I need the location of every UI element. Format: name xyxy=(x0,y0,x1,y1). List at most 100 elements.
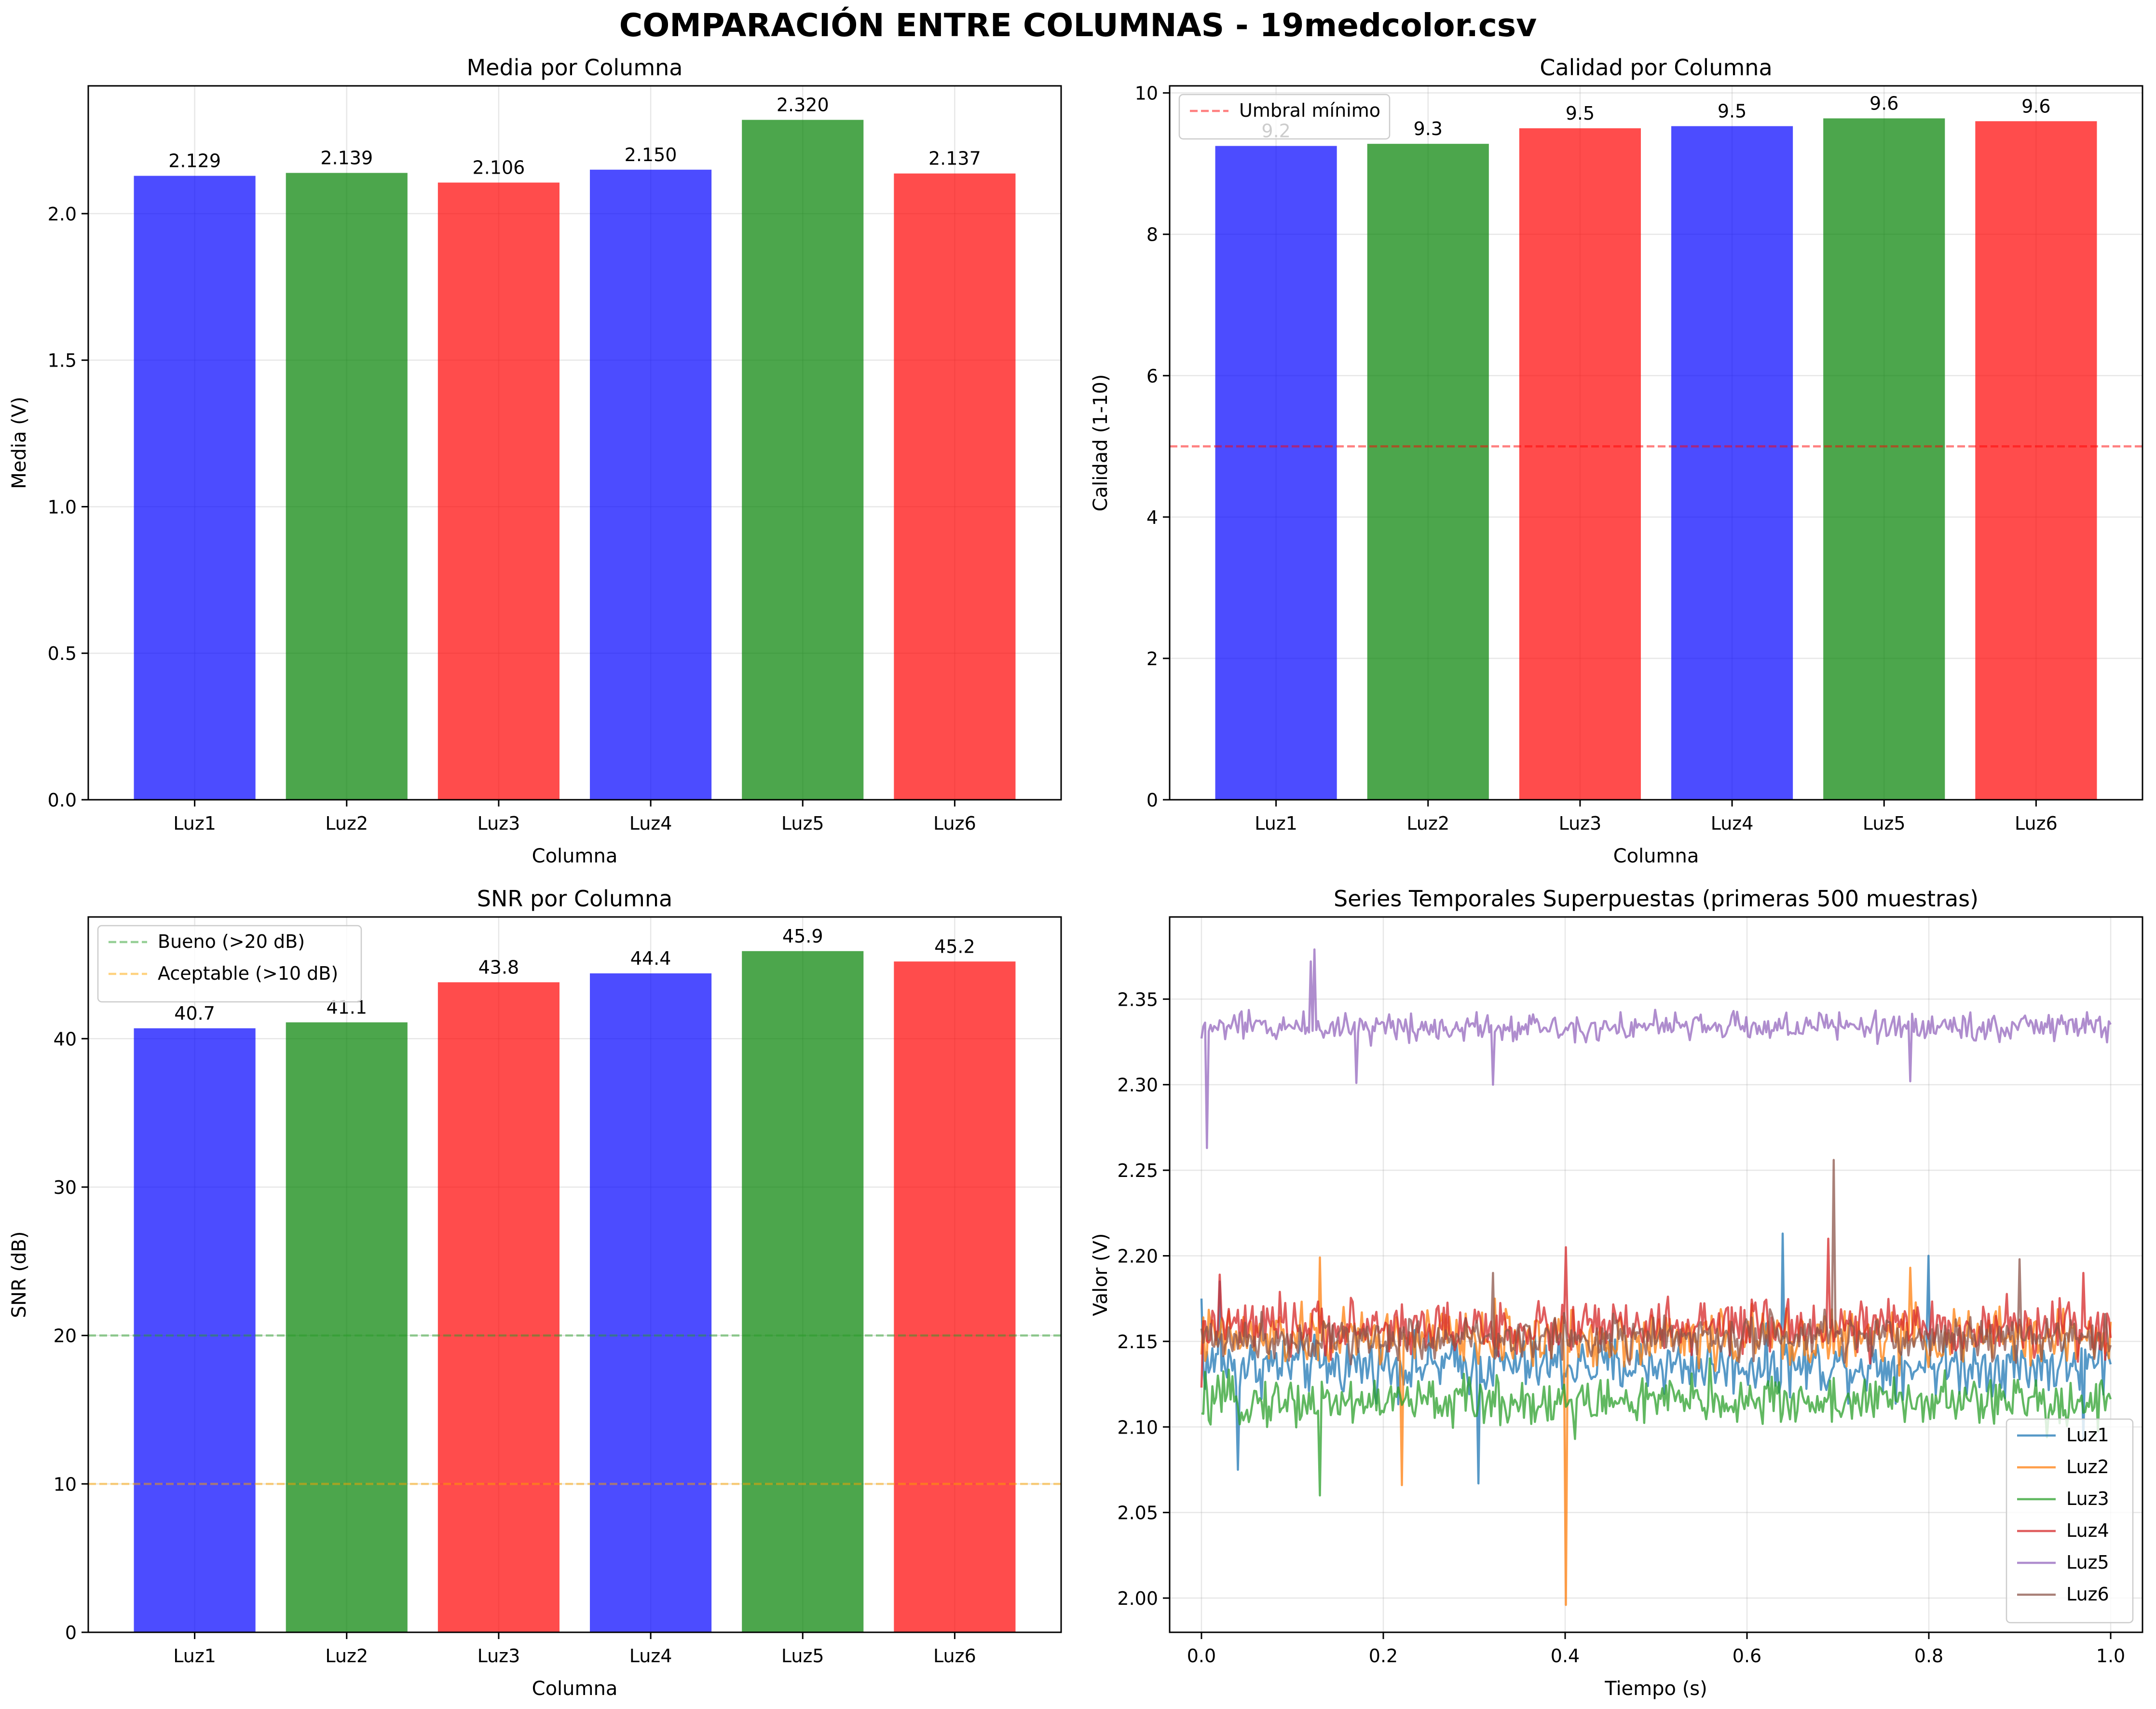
y-tick-label: 2.30 xyxy=(1117,1075,1158,1096)
y-tick-label: 2.20 xyxy=(1117,1245,1158,1267)
bar-luz1[interactable] xyxy=(134,1028,256,1632)
bar-luz1[interactable] xyxy=(134,176,256,800)
x-tick-label: Luz4 xyxy=(629,1645,672,1667)
y-tick-label: 8 xyxy=(1146,224,1158,246)
series-line-luz3[interactable] xyxy=(1201,1357,2112,1497)
x-tick-label: Luz6 xyxy=(933,1645,976,1667)
y-tick-label: 0 xyxy=(1146,790,1158,811)
bar-value-label: 9.6 xyxy=(1869,93,1898,114)
chart-title: SNR por Columna xyxy=(477,886,672,912)
bar-chart-1: Media por Columna Columna Media (V) 0.0 0.5 1… xyxy=(8,55,1062,867)
x-tick-label: 0.2 xyxy=(1369,1645,1398,1667)
legend-label: Luz5 xyxy=(2066,1552,2109,1573)
bar-luz3[interactable] xyxy=(437,182,559,800)
bar-luz2[interactable] xyxy=(286,173,408,800)
legend-label: Aceptable (>10 dB) xyxy=(158,963,338,984)
bar-luz1[interactable] xyxy=(1215,146,1337,800)
bar-chart-3: SNR por Columna Columna SNR (dB) 0 10 20 30 40 4… xyxy=(8,886,1062,1700)
bar-luz6[interactable] xyxy=(894,173,1016,800)
bar-luz6[interactable] xyxy=(894,961,1016,1632)
x-tick-label: Luz3 xyxy=(478,813,520,834)
chart-title: Series Temporales Superpuestas (primeras… xyxy=(1334,886,1979,912)
x-tick-label: 0.6 xyxy=(1733,1645,1761,1667)
y-tick-label: 30 xyxy=(54,1177,77,1198)
plot-area xyxy=(1170,917,2142,1632)
bar-luz3[interactable] xyxy=(437,982,559,1632)
y-tick-label: 4 xyxy=(1146,507,1158,528)
y-tick-label: 2.35 xyxy=(1117,989,1158,1010)
bar-value-label: 9.6 xyxy=(2021,96,2050,117)
x-tick-label: Luz4 xyxy=(1711,813,1754,834)
x-tick-label: Luz6 xyxy=(2015,813,2058,834)
bar-luz5[interactable] xyxy=(1823,118,1945,800)
bar-value-label: 9.3 xyxy=(1414,118,1443,139)
x-tick-label: Luz5 xyxy=(1863,813,1906,834)
y-tick-label: 0.5 xyxy=(48,643,77,664)
bar-value-label: 9.5 xyxy=(1718,101,1747,122)
y-tick-label: 2.00 xyxy=(1117,1588,1158,1609)
x-tick-label: 0.4 xyxy=(1551,1645,1580,1667)
x-tick-label: Luz6 xyxy=(933,813,976,834)
bar-luz5[interactable] xyxy=(742,951,864,1632)
y-tick-label: 2.15 xyxy=(1117,1331,1158,1353)
y-tick-label: 20 xyxy=(54,1326,77,1347)
x-tick-label: Luz2 xyxy=(325,813,368,834)
bar-value-label: 40.7 xyxy=(174,1003,215,1024)
figure-title: COMPARACIÓN ENTRE COLUMNAS - 19medcolor.… xyxy=(619,7,1537,44)
bar-value-label: 45.9 xyxy=(782,926,823,947)
y-tick-label: 2.0 xyxy=(48,204,77,225)
legend-box xyxy=(2006,1418,2134,1624)
series-line-luz5[interactable] xyxy=(1200,948,2112,1149)
legend-label: Luz4 xyxy=(2066,1520,2109,1541)
y-axis-label: Media (V) xyxy=(8,396,30,489)
y-tick-label: 40 xyxy=(54,1028,77,1050)
legend-label: Luz1 xyxy=(2066,1424,2109,1446)
x-tick-label: 1.0 xyxy=(2096,1645,2125,1667)
axes-frame xyxy=(87,85,1062,801)
bar-luz2[interactable] xyxy=(286,1022,408,1632)
bar-luz6[interactable] xyxy=(1975,121,2097,800)
y-tick-label: 1.5 xyxy=(48,350,77,371)
legend-label: Bueno (>20 dB) xyxy=(158,931,305,952)
legend-box xyxy=(97,925,362,1003)
y-tick-label: 10 xyxy=(54,1474,77,1495)
axes-frame xyxy=(1169,85,2143,801)
x-tick-label: Luz5 xyxy=(781,813,824,834)
chart-title: Calidad por Columna xyxy=(1540,55,1772,81)
bar-value-label: 9.5 xyxy=(1566,103,1595,124)
x-tick-label: Luz4 xyxy=(629,813,672,834)
x-tick-label: Luz5 xyxy=(781,1645,824,1667)
series-line-luz6[interactable] xyxy=(1200,1159,2112,1366)
legend-box xyxy=(1178,94,1391,140)
bar-value-label: 44.4 xyxy=(630,948,671,969)
y-tick-label: 6 xyxy=(1146,366,1158,387)
x-tick-label: Luz1 xyxy=(173,1645,216,1667)
legend-label: Luz6 xyxy=(2066,1584,2109,1605)
y-tick-label: 2 xyxy=(1146,648,1158,670)
y-axis-label: Valor (V) xyxy=(1090,1233,1112,1316)
x-axis-label: Columna xyxy=(532,1678,618,1700)
bar-value-label: 2.150 xyxy=(625,144,677,165)
bar-luz4[interactable] xyxy=(590,169,712,800)
x-tick-label: Luz1 xyxy=(173,813,216,834)
bar-value-label: 43.8 xyxy=(478,957,519,978)
axes-frame xyxy=(87,916,1062,1633)
y-tick-label: 0.0 xyxy=(48,790,77,811)
x-tick-label: 0.8 xyxy=(1914,1645,1943,1667)
y-tick-label: 0 xyxy=(65,1622,77,1643)
axes-frame xyxy=(1169,916,2143,1633)
line-chart: Series Temporales Superpuestas (primeras… xyxy=(1090,886,2143,1700)
y-tick-label: 10 xyxy=(1135,83,1158,104)
y-tick-label: 1.0 xyxy=(48,496,77,518)
y-tick-label: 2.25 xyxy=(1117,1160,1158,1181)
series-line-luz1[interactable] xyxy=(1200,1232,2112,1485)
bar-luz3[interactable] xyxy=(1519,128,1641,800)
bar-luz2[interactable] xyxy=(1367,144,1489,800)
x-tick-label: Luz1 xyxy=(1255,813,1297,834)
bar-luz4[interactable] xyxy=(590,973,712,1632)
y-axis-label: Calidad (1-10) xyxy=(1090,374,1112,512)
bar-luz4[interactable] xyxy=(1671,126,1793,800)
y-axis-label: SNR (dB) xyxy=(8,1231,30,1318)
bar-value-label: 2.320 xyxy=(777,94,829,115)
bar-luz5[interactable] xyxy=(742,120,864,800)
